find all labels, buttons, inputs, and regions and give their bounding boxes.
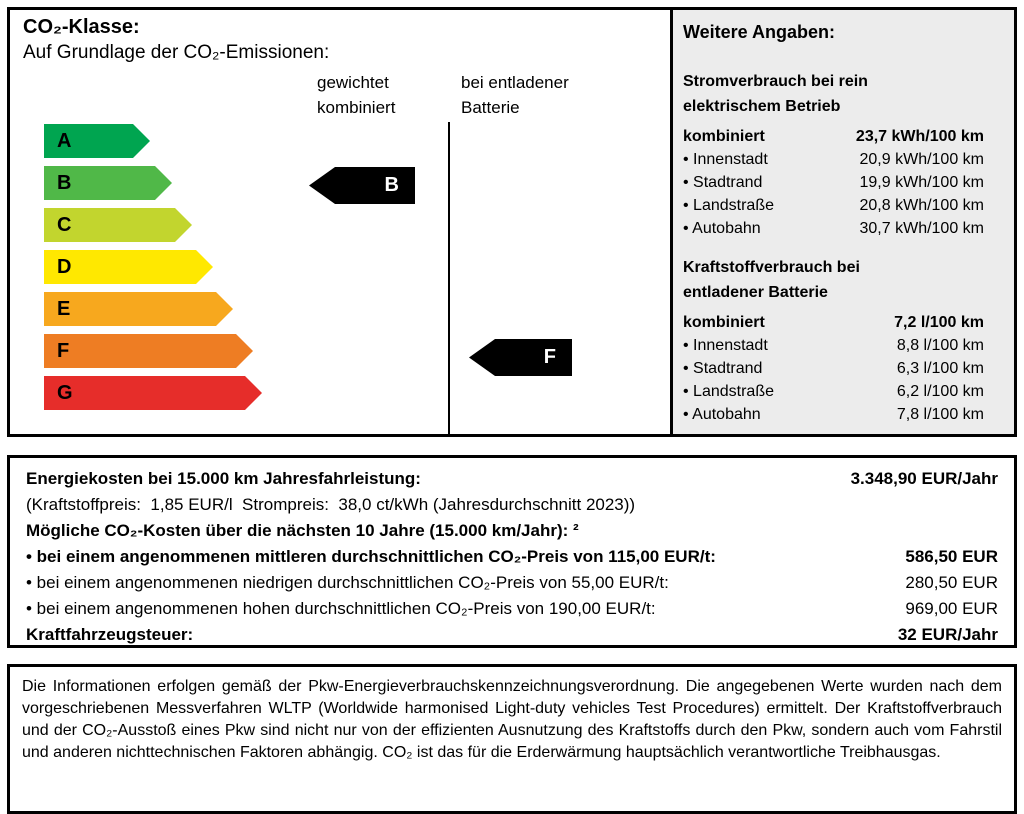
row-label: • Stadtrand — [683, 360, 763, 377]
column-header-weighted-line2: kombiniert — [317, 98, 396, 117]
class-letter-a: A — [57, 129, 72, 152]
row-label: • Landstraße — [683, 197, 774, 214]
scenario-value: 280,50 EUR — [905, 573, 998, 592]
scenario-label: • bei einem angenommenen mittleren durch… — [26, 547, 716, 566]
electric-combined-row: kombiniert 23,7 kWh/100 km — [683, 125, 984, 148]
row-label: • Innenstadt — [683, 151, 768, 168]
row-value: 7,8 l/100 km — [896, 406, 984, 423]
vehicle-tax-label: Kraftfahrzeugsteuer: — [26, 625, 194, 644]
weighted-class-letter: B — [384, 174, 399, 196]
additional-info-panel: Weitere Angaben: Stromverbrauch bei rein… — [670, 10, 1014, 434]
column-header-depleted-line1: bei entladener — [461, 73, 569, 92]
row-value: 30,7 kWh/100 km — [859, 220, 985, 237]
energy-costs-label: Energiekosten bei 15.000 km Jahresfahrle… — [26, 469, 421, 488]
class-arrow-g: G — [44, 376, 262, 410]
depleted-class-letter: F — [543, 346, 556, 368]
row-value: 20,8 kWh/100 km — [859, 197, 985, 214]
row-value: 23,7 kWh/100 km — [855, 128, 984, 145]
scenario-label: • bei einem angenommenen niedrigen durch… — [26, 573, 669, 592]
co2-cost-low-row: • bei einem angenommenen niedrigen durch… — [26, 570, 998, 596]
fuel-combined-row: kombiniert 7,2 l/100 km — [683, 311, 984, 334]
scenario-label: • bei einem angenommenen hohen durchschn… — [26, 599, 656, 618]
class-arrow-c: C — [44, 208, 192, 242]
co2-class-panel: CO₂-Klasse: Auf Grundlage der CO₂-Emissi… — [10, 10, 670, 434]
co2-cost-medium-row: • bei einem angenommenen mittleren durch… — [26, 544, 998, 570]
co2-costs-heading: Mögliche CO₂-Kosten über die nächsten 10… — [26, 521, 579, 540]
row-label: • Autobahn — [683, 220, 761, 237]
row-label: • Autobahn — [683, 406, 761, 423]
fuel-consumption-heading: Kraftstoffverbrauch bei entladener Batte… — [683, 259, 860, 301]
class-arrow-a: A — [44, 124, 150, 158]
electric-city-row: • Innenstadt 20,9 kWh/100 km — [683, 148, 984, 171]
class-letter-g: G — [57, 381, 73, 404]
row-value: 6,2 l/100 km — [896, 383, 984, 400]
row-label: kombiniert — [683, 314, 765, 331]
row-value: 8,8 l/100 km — [896, 337, 984, 354]
energy-costs-row: Energiekosten bei 15.000 km Jahresfahrle… — [26, 466, 998, 492]
co2-costs-heading-row: Mögliche CO₂-Kosten über die nächsten 10… — [26, 518, 998, 544]
electric-highway-row: • Autobahn 30,7 kWh/100 km — [683, 217, 984, 240]
co2-class-scale: A B C D E F G — [44, 124, 262, 418]
column-divider-line — [448, 122, 450, 434]
co2-cost-high-row: • bei einem angenommenen hohen durchschn… — [26, 596, 998, 622]
row-label: kombiniert — [683, 128, 765, 145]
column-header-weighted-line1: gewichtet — [317, 73, 389, 92]
row-label: • Innenstadt — [683, 337, 768, 354]
price-note-row: (Kraftstoffpreis: 1,85 EUR/l Strompreis:… — [26, 492, 998, 518]
co2-class-title: CO₂-Klasse: — [23, 16, 140, 38]
row-label: • Stadtrand — [683, 174, 763, 191]
column-header-depleted-line2: Batterie — [461, 98, 520, 117]
fuel-suburban-row: • Stadtrand 6,3 l/100 km — [683, 357, 984, 380]
class-letter-b: B — [57, 171, 72, 194]
class-arrow-e: E — [44, 292, 233, 326]
energy-costs-value: 3.348,90 EUR/Jahr — [850, 469, 998, 488]
class-letter-f: F — [57, 339, 70, 362]
weighted-combined-class-indicator: B — [309, 167, 415, 204]
energy-costs-panel: Energiekosten bei 15.000 km Jahresfahrle… — [7, 455, 1017, 648]
class-letter-e: E — [57, 297, 71, 320]
electric-consumption-heading: Stromverbrauch bei rein elektrischem Bet… — [683, 73, 868, 115]
column-header-depleted-battery: bei entladener Batterie — [461, 70, 569, 120]
co2-label-top-panel: CO₂-Klasse: Auf Grundlage der CO₂-Emissi… — [7, 7, 1017, 437]
fuel-highway-row: • Autobahn 7,8 l/100 km — [683, 403, 984, 426]
row-value: 6,3 l/100 km — [896, 360, 984, 377]
vehicle-tax-value: 32 EUR/Jahr — [897, 625, 998, 644]
price-note-text: (Kraftstoffpreis: 1,85 EUR/l Strompreis:… — [26, 495, 636, 514]
class-letter-d: D — [57, 255, 72, 278]
co2-class-subtitle: Auf Grundlage der CO₂-Emissionen: — [23, 42, 330, 63]
row-value: 7,2 l/100 km — [894, 314, 984, 331]
class-letter-c: C — [57, 213, 72, 236]
row-value: 20,9 kWh/100 km — [859, 151, 985, 168]
fuel-city-row: • Innenstadt 8,8 l/100 km — [683, 334, 984, 357]
electric-rural-row: • Landstraße 20,8 kWh/100 km — [683, 194, 984, 217]
class-arrow-d: D — [44, 250, 213, 284]
legal-notice-text: Die Informationen erfolgen gemäß der Pkw… — [22, 678, 1002, 761]
depleted-battery-class-indicator: F — [469, 339, 572, 376]
fuel-rural-row: • Landstraße 6,2 l/100 km — [683, 380, 984, 403]
row-value: 19,9 kWh/100 km — [859, 174, 985, 191]
class-arrow-b: B — [44, 166, 172, 200]
electric-suburban-row: • Stadtrand 19,9 kWh/100 km — [683, 171, 984, 194]
class-arrow-f: F — [44, 334, 253, 368]
row-label: • Landstraße — [683, 383, 774, 400]
additional-info-title: Weitere Angaben: — [683, 22, 836, 42]
vehicle-tax-row: Kraftfahrzeugsteuer: 32 EUR/Jahr — [26, 622, 998, 648]
scenario-value: 586,50 EUR — [905, 547, 998, 566]
legal-notice-panel: Die Informationen erfolgen gemäß der Pkw… — [7, 664, 1017, 814]
column-header-weighted: gewichtet kombiniert — [317, 70, 395, 120]
scenario-value: 969,00 EUR — [905, 599, 998, 618]
